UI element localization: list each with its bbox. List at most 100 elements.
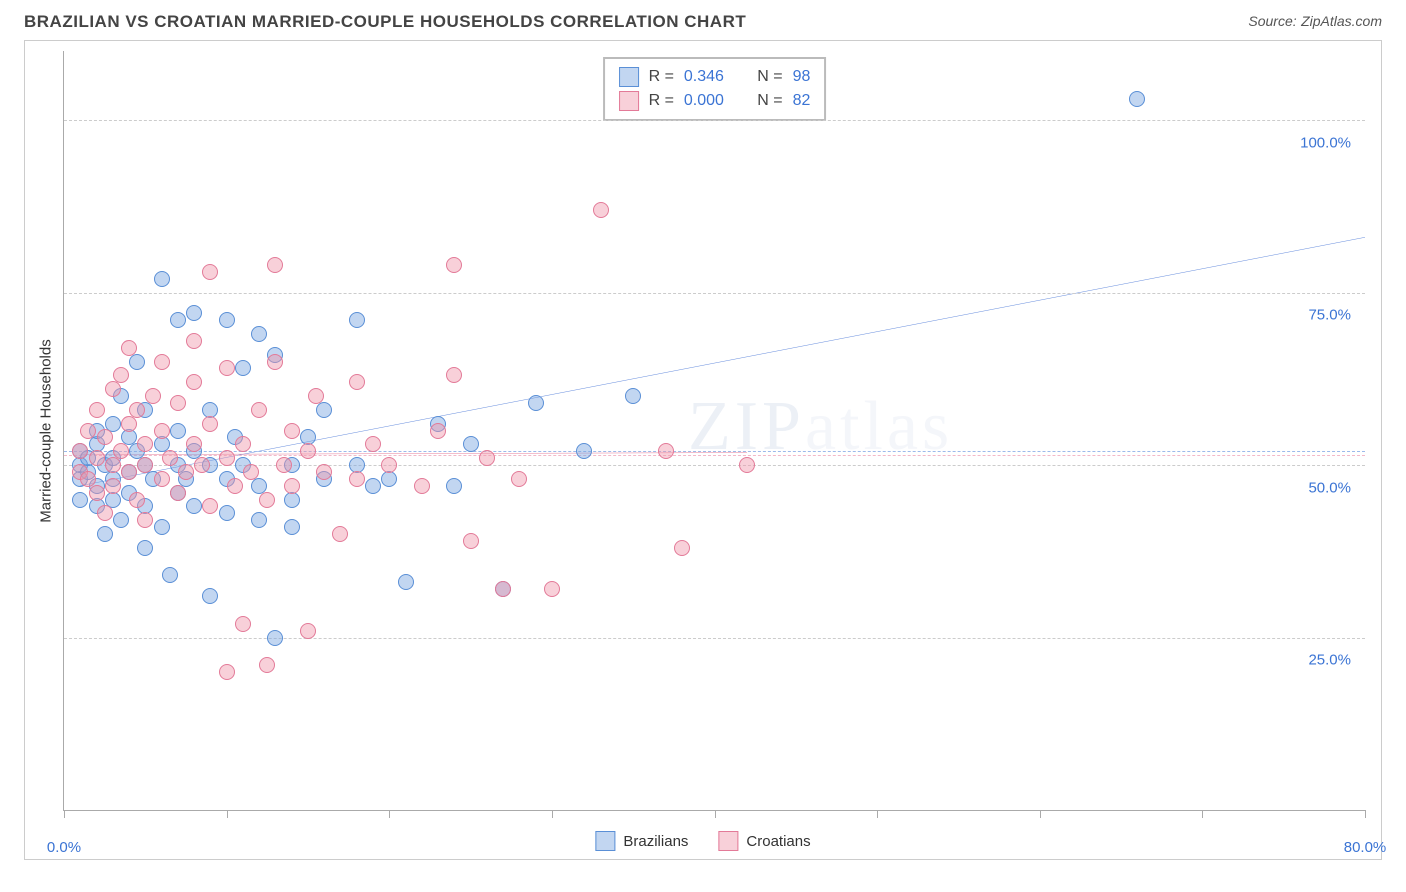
scatter-point <box>511 471 527 487</box>
scatter-point <box>739 457 755 473</box>
scatter-point <box>430 423 446 439</box>
scatter-point <box>186 498 202 514</box>
scatter-point <box>121 416 137 432</box>
scatter-point <box>105 478 121 494</box>
scatter-point <box>381 471 397 487</box>
scatter-point <box>194 457 210 473</box>
x-tick-label: 0.0% <box>47 839 81 856</box>
scatter-point <box>72 492 88 508</box>
x-tick <box>64 810 65 818</box>
scatter-point <box>89 485 105 501</box>
scatter-point <box>113 367 129 383</box>
correlation-legend-row: R = 0.346 N = 98 <box>619 65 811 89</box>
chart-frame: Married-couple Households ZIPatlas R = 0… <box>24 40 1382 860</box>
scatter-point <box>129 354 145 370</box>
scatter-point <box>113 443 129 459</box>
scatter-point <box>162 567 178 583</box>
scatter-point <box>276 457 292 473</box>
scatter-point <box>105 457 121 473</box>
y-tick-label: 25.0% <box>1304 652 1355 669</box>
series-legend-label: Croatians <box>746 833 810 850</box>
source-value: ZipAtlas.com <box>1301 13 1382 29</box>
watermark-light: atlas <box>805 388 953 465</box>
scatter-point <box>154 354 170 370</box>
scatter-point <box>235 360 251 376</box>
scatter-point <box>463 436 479 452</box>
scatter-point <box>202 498 218 514</box>
legend-r-value: 0.346 <box>684 68 724 86</box>
scatter-point <box>674 540 690 556</box>
scatter-point <box>528 395 544 411</box>
scatter-point <box>267 354 283 370</box>
scatter-point <box>219 312 235 328</box>
scatter-point <box>349 471 365 487</box>
scatter-point <box>251 512 267 528</box>
scatter-point <box>121 464 137 480</box>
plot-area: Married-couple Households ZIPatlas R = 0… <box>63 51 1365 811</box>
scatter-point <box>259 492 275 508</box>
scatter-point <box>145 388 161 404</box>
scatter-point <box>495 581 511 597</box>
scatter-point <box>259 657 275 673</box>
y-tick-label: 75.0% <box>1304 307 1355 324</box>
scatter-point <box>308 388 324 404</box>
scatter-point <box>284 423 300 439</box>
scatter-point <box>129 492 145 508</box>
scatter-point <box>186 374 202 390</box>
x-tick <box>389 810 390 818</box>
legend-swatch <box>718 831 738 851</box>
scatter-point <box>243 464 259 480</box>
scatter-point <box>129 402 145 418</box>
x-tick <box>1365 810 1366 818</box>
x-tick <box>877 810 878 818</box>
scatter-point <box>235 616 251 632</box>
scatter-point <box>89 450 105 466</box>
scatter-point <box>137 436 153 452</box>
legend-swatch <box>619 67 639 87</box>
scatter-point <box>178 464 194 480</box>
scatter-point <box>227 478 243 494</box>
y-tick-label: 50.0% <box>1304 479 1355 496</box>
scatter-point <box>80 423 96 439</box>
mean-line <box>64 455 1365 456</box>
gridline-h <box>64 120 1365 121</box>
legend-swatch <box>595 831 615 851</box>
scatter-point <box>300 623 316 639</box>
legend-swatch <box>619 91 639 111</box>
series-legend-label: Brazilians <box>623 833 688 850</box>
scatter-point <box>137 457 153 473</box>
x-tick-label: 80.0% <box>1344 839 1387 856</box>
scatter-point <box>154 423 170 439</box>
scatter-point <box>235 436 251 452</box>
x-tick <box>1040 810 1041 818</box>
y-tick-label: 100.0% <box>1296 134 1355 151</box>
watermark-strong: ZIP <box>688 388 805 465</box>
scatter-point <box>137 540 153 556</box>
scatter-point <box>414 478 430 494</box>
scatter-point <box>658 443 674 459</box>
source-attribution: Source: ZipAtlas.com <box>1248 13 1382 31</box>
scatter-point <box>267 257 283 273</box>
scatter-point <box>154 471 170 487</box>
scatter-point <box>89 402 105 418</box>
scatter-point <box>251 402 267 418</box>
legend-r-label: R = <box>649 68 674 86</box>
scatter-point <box>300 443 316 459</box>
scatter-point <box>186 305 202 321</box>
series-legend: Brazilians Croatians <box>595 831 810 851</box>
scatter-point <box>349 374 365 390</box>
scatter-point <box>284 478 300 494</box>
legend-n-value: 82 <box>793 92 811 110</box>
x-tick <box>227 810 228 818</box>
source-label: Source: <box>1248 13 1296 29</box>
gridline-h <box>64 465 1365 466</box>
scatter-point <box>479 450 495 466</box>
scatter-point <box>284 492 300 508</box>
x-tick <box>552 810 553 818</box>
legend-r-label: R = <box>649 92 674 110</box>
scatter-point <box>113 512 129 528</box>
scatter-point <box>625 388 641 404</box>
scatter-point <box>316 464 332 480</box>
scatter-point <box>186 436 202 452</box>
scatter-point <box>219 360 235 376</box>
